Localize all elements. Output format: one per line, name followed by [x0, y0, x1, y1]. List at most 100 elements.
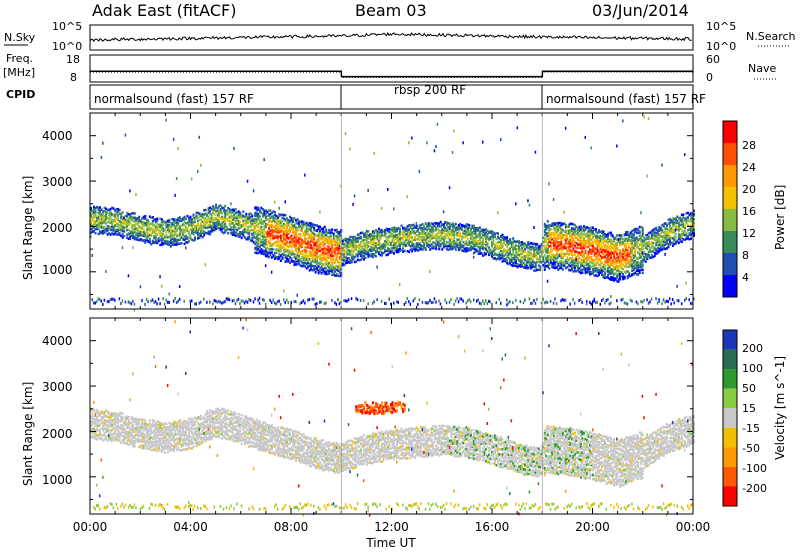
power-cell [534, 269, 537, 272]
power-cell [551, 265, 554, 269]
power-cell [186, 241, 189, 244]
power-cell [278, 256, 281, 259]
power-cell [313, 259, 316, 263]
power-cell [614, 257, 617, 260]
power-cell [567, 223, 570, 227]
power-cell [343, 243, 346, 246]
power-cell [688, 298, 690, 302]
power-cell [653, 238, 656, 242]
power-cell [320, 254, 323, 257]
power-cell [420, 244, 423, 247]
power-cell [270, 270, 273, 274]
power-cell [667, 300, 669, 304]
power-cell [174, 227, 177, 230]
power-cell [406, 230, 409, 233]
power-cell [491, 237, 493, 241]
power-cell [103, 231, 106, 234]
power-cell [563, 222, 566, 225]
power-cell [573, 233, 576, 236]
power-cell [546, 226, 549, 229]
power-cell [249, 216, 252, 219]
power-cell [325, 260, 328, 263]
power-cell [409, 240, 412, 243]
power-cell [391, 246, 394, 250]
power-cell [198, 212, 201, 215]
power-cell [617, 269, 620, 272]
power-cell [561, 245, 564, 249]
power-cell [469, 300, 472, 304]
power-cell [652, 228, 655, 232]
power-cell [602, 237, 605, 240]
power-cell [460, 249, 463, 252]
power-cell [527, 199, 529, 203]
power-cell [614, 263, 617, 266]
power-cell [153, 231, 156, 234]
power-cell [465, 240, 468, 243]
power-cell [552, 247, 555, 250]
power-cell [159, 223, 162, 227]
power-cell [171, 243, 174, 247]
power-cell [629, 250, 632, 253]
power-cell [361, 240, 364, 243]
power-cell [447, 225, 450, 229]
power-cell [225, 228, 228, 232]
power-cell [406, 249, 409, 253]
power-cell [376, 238, 379, 241]
power-cell [376, 242, 379, 245]
power-cell [492, 241, 495, 244]
power-cell [578, 267, 581, 270]
power-cell [264, 215, 267, 218]
power-cell [414, 225, 417, 229]
power-cell [304, 234, 307, 237]
power-cell [421, 227, 424, 230]
power-cell [255, 244, 258, 248]
power-cell [587, 268, 590, 271]
power-cell [147, 232, 150, 235]
power-cell [322, 248, 325, 251]
power-cell [682, 238, 685, 241]
power-cell [263, 225, 266, 228]
power-cell [239, 226, 242, 229]
power-cell [442, 242, 445, 245]
power-cell [599, 254, 602, 258]
cpid-segment-1: normalsound (fast) 157 RF [94, 92, 254, 106]
power-cell [453, 302, 455, 306]
power-cell [619, 260, 622, 263]
power-cell [604, 264, 607, 267]
power-cell [156, 302, 158, 306]
power-cell [638, 269, 641, 272]
power-cell [592, 247, 594, 250]
power-cell [665, 231, 668, 234]
power-cell [519, 300, 522, 304]
power-cell [551, 224, 554, 227]
power-cell [554, 254, 557, 257]
power-cell [203, 222, 206, 226]
power-cell [316, 244, 319, 248]
power-cell [567, 240, 570, 243]
power-cell [249, 225, 252, 228]
power-cell [665, 225, 668, 228]
power-cell [451, 247, 454, 250]
power-cell [569, 261, 572, 265]
power-cell [379, 236, 382, 239]
power-cell [474, 229, 477, 232]
power-cell [593, 270, 596, 273]
power-cell [103, 221, 106, 225]
power-cell [91, 298, 93, 302]
power-cell [370, 249, 373, 253]
power-cell [245, 237, 248, 241]
power-cell [604, 233, 607, 236]
power-cell [613, 251, 616, 254]
power-cell [468, 243, 471, 246]
power-cell [641, 264, 644, 267]
power-cell [380, 244, 383, 247]
power-cell [396, 227, 398, 231]
power-cell [159, 217, 162, 220]
power-cell [460, 235, 463, 238]
power-cell [576, 232, 579, 235]
power-cell [495, 247, 498, 250]
power-cell [673, 301, 675, 305]
power-cell [177, 234, 180, 237]
power-cell [587, 258, 590, 261]
power-cell [142, 234, 145, 237]
